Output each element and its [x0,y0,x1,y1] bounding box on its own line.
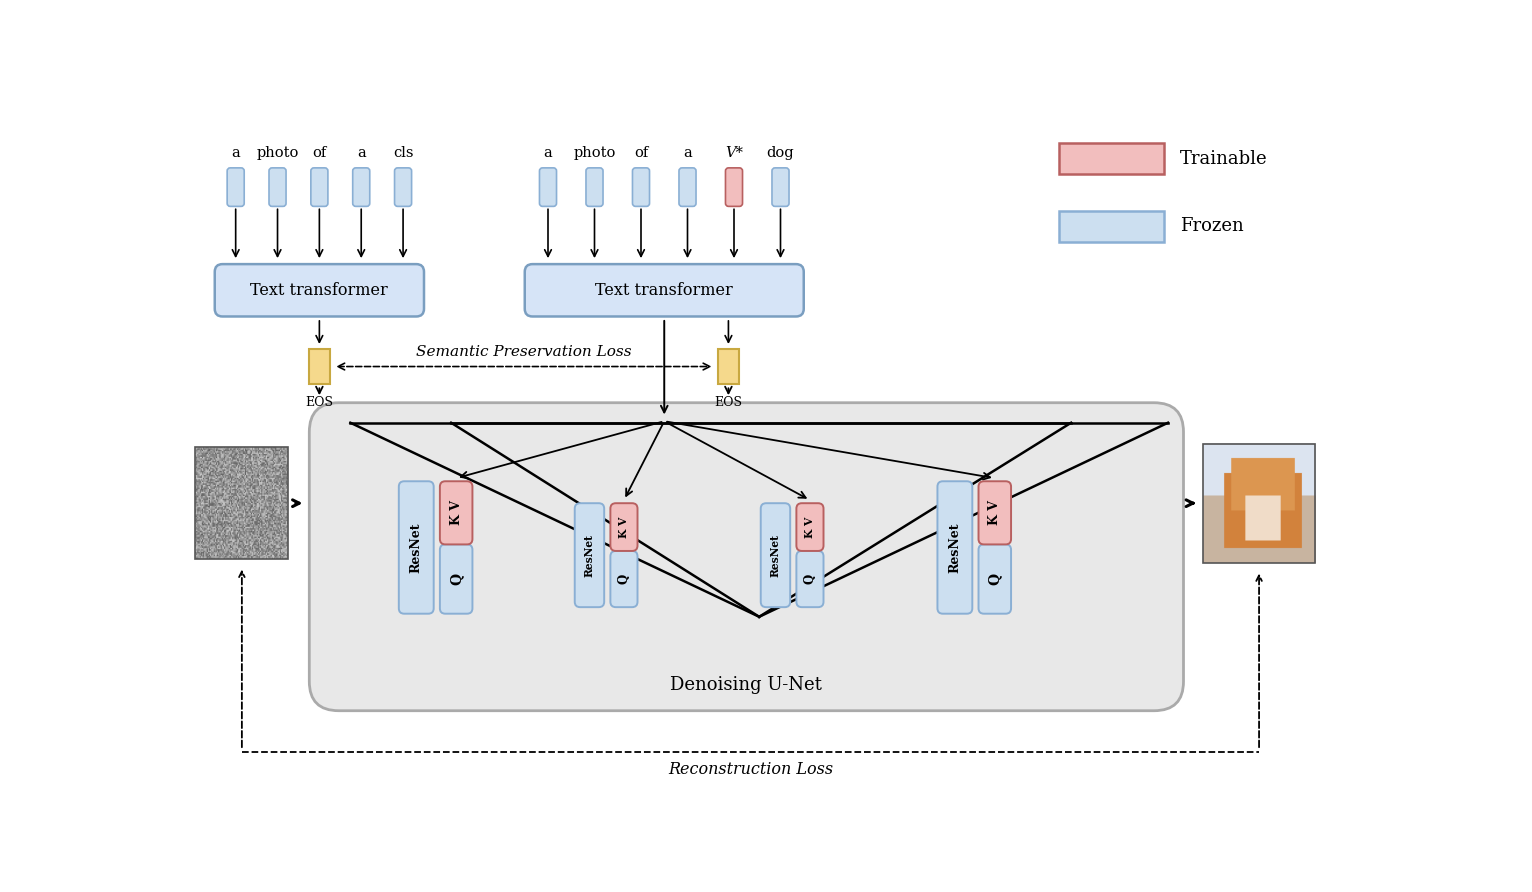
FancyBboxPatch shape [761,503,791,607]
FancyBboxPatch shape [398,482,434,614]
Text: ResNet: ResNet [409,522,423,573]
Text: Trainable: Trainable [1180,150,1267,168]
Text: Q: Q [449,573,463,585]
Text: ResNet: ResNet [948,522,962,573]
Text: of: of [313,146,326,161]
FancyBboxPatch shape [610,551,637,607]
Text: V*: V* [725,146,743,161]
FancyBboxPatch shape [214,264,424,317]
Text: K V: K V [450,500,463,525]
FancyBboxPatch shape [610,503,637,551]
Text: K V: K V [988,500,1002,525]
Text: cls: cls [392,146,414,161]
Text: EOS: EOS [305,396,334,409]
FancyBboxPatch shape [585,168,604,206]
Text: ResNet: ResNet [771,533,781,577]
Text: Reconstruction Loss: Reconstruction Loss [668,761,833,778]
Text: ResNet: ResNet [584,533,594,577]
FancyBboxPatch shape [440,544,472,614]
FancyBboxPatch shape [726,168,743,206]
FancyBboxPatch shape [979,544,1011,614]
Bar [1203,443,1316,563]
FancyBboxPatch shape [938,482,973,614]
Text: a: a [357,146,366,161]
Text: photo: photo [256,146,299,161]
FancyBboxPatch shape [979,482,1011,544]
Text: a: a [544,146,553,161]
Text: K V: K V [619,516,630,538]
FancyBboxPatch shape [309,402,1184,711]
FancyBboxPatch shape [525,264,804,317]
Bar [717,349,740,384]
FancyBboxPatch shape [227,168,244,206]
FancyBboxPatch shape [797,503,824,551]
Bar [1060,211,1164,242]
Text: photo: photo [573,146,616,161]
Text: Frozen: Frozen [1180,218,1244,235]
Text: EOS: EOS [714,396,743,409]
FancyBboxPatch shape [270,168,286,206]
Text: Semantic Preservation Loss: Semantic Preservation Loss [417,345,631,359]
Text: a: a [683,146,692,161]
FancyBboxPatch shape [311,168,328,206]
Text: Text transformer: Text transformer [251,282,388,299]
FancyBboxPatch shape [539,168,556,206]
Text: Q: Q [988,573,1002,585]
FancyBboxPatch shape [440,482,472,544]
FancyBboxPatch shape [772,168,789,206]
Text: dog: dog [766,146,794,161]
Text: Q: Q [617,574,631,584]
Bar [1060,144,1164,174]
Text: a: a [231,146,241,161]
Bar [308,349,331,384]
FancyBboxPatch shape [633,168,650,206]
Text: Text transformer: Text transformer [596,282,734,299]
Text: Q: Q [803,574,817,584]
FancyBboxPatch shape [395,168,412,206]
FancyBboxPatch shape [352,168,369,206]
Bar [196,448,288,559]
Text: of: of [634,146,648,161]
FancyBboxPatch shape [797,551,824,607]
Text: Denoising U-Net: Denoising U-Net [671,676,823,694]
FancyBboxPatch shape [679,168,696,206]
Text: K V: K V [804,516,815,538]
FancyBboxPatch shape [574,503,604,607]
